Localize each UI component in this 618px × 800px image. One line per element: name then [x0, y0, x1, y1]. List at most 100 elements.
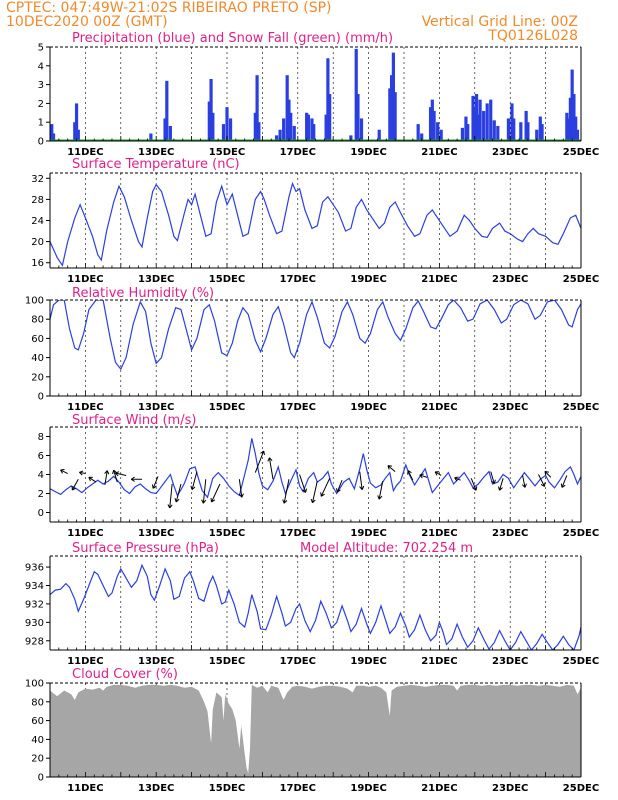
wind-arrow-shaft [283, 479, 290, 504]
precip-bar-4 [76, 129, 80, 141]
wind-arrow-head [88, 477, 91, 482]
wind-arrow-head [175, 498, 180, 503]
cloud-date-label: 23DEC [492, 783, 528, 794]
temperature-ytick-label: 20 [31, 237, 44, 248]
wind-arrow-head [210, 497, 213, 503]
wind-date-label: 25DEC [563, 528, 599, 539]
precip-bar-9 [207, 101, 211, 141]
wind-arrow-21 [336, 480, 343, 493]
wind-arrow-head [454, 476, 459, 479]
header-run-date: 10DEC2020 00Z (GMT) [6, 14, 168, 30]
pressure-series-line [50, 563, 581, 650]
temperature-date-label: 17DEC [280, 274, 316, 285]
precipitation-ytick-label: 2 [38, 99, 44, 110]
pressure-date-label: 21DEC [421, 656, 457, 667]
precip-bar-49 [464, 116, 468, 141]
wind-arrow-34 [544, 470, 552, 478]
wind-arrow-shaft [169, 483, 173, 509]
precip-bar-24 [292, 125, 296, 141]
wind-arrow-19 [310, 481, 318, 504]
humidity-ytick-label: 60 [31, 334, 44, 345]
wind-arrow-8 [151, 476, 159, 489]
wind-arrow-shaft [320, 478, 331, 497]
wind-arrow-shaft [359, 471, 363, 490]
wind-arrow-head [130, 476, 135, 480]
cloud-date-label: 17DEC [280, 783, 316, 794]
wind-arrow-head [191, 486, 196, 491]
cloud-panel: 0 20 40 60 80 100 11DEC 13DEC 15DEC 17DEC 19DEC 21D… [25, 679, 599, 795]
precip-bar-42 [420, 133, 424, 141]
precip-bar-8 [168, 125, 172, 141]
wind-arrow-head [359, 486, 363, 490]
precip-bar-13 [225, 107, 229, 141]
wind-arrow-29 [470, 478, 478, 491]
wind-arrow-28 [454, 476, 461, 482]
wind-arrow-12 [201, 479, 207, 504]
wind-arrow-head [524, 483, 527, 488]
temperature-date-label: 19DEC [350, 274, 386, 285]
pressure-ytick-label: 936 [25, 563, 44, 574]
precip-bar-52 [473, 107, 477, 141]
wind-arrow-10 [174, 483, 182, 503]
wind-arrow-shaft [499, 478, 504, 491]
wind-arrow-11 [190, 471, 198, 491]
humidity-date-label: 19DEC [350, 402, 386, 413]
precip-bar-20 [282, 118, 286, 141]
precip-bar-25 [305, 112, 309, 141]
humidity-series-line [50, 300, 581, 371]
wind-arrow-shaft [104, 470, 108, 486]
wind-arrow-head [544, 470, 549, 473]
wind-arrow-head [201, 499, 204, 504]
temperature-date-label: 13DEC [138, 274, 174, 285]
wind-arrow-head [130, 478, 135, 482]
wind-arrow-head [241, 493, 244, 498]
precip-bar-33 [354, 48, 358, 141]
wind-arrow-shaft [238, 479, 243, 498]
pressure-data [50, 563, 581, 650]
wind-arrow-head [336, 488, 338, 493]
precip-bar-66 [526, 122, 530, 141]
temperature-date-label: 23DEC [492, 274, 528, 285]
wind-arrow-shaft [71, 479, 79, 491]
temperature-ytick-label: 28 [31, 195, 44, 206]
precip-bar-75 [574, 116, 578, 141]
precip-bar-73 [570, 69, 574, 141]
wind-arrow-shaft [60, 469, 68, 474]
precip-bar-5 [149, 133, 153, 141]
wind-arrow-shaft [115, 472, 127, 476]
precip-bar-21 [285, 75, 289, 141]
precip-bar-71 [567, 118, 571, 141]
wind-arrow-head [174, 498, 177, 503]
precip-bar-59 [492, 120, 496, 141]
humidity-date-label: 11DEC [67, 402, 103, 413]
precip-bar-48 [460, 127, 465, 141]
wind-arrow-6 [114, 471, 127, 477]
wind-arrow-head [305, 488, 308, 493]
precip-bar-43 [428, 107, 433, 141]
precip-bar-72 [568, 97, 572, 141]
wind-arrow-head [211, 499, 216, 503]
wind-arrow-head [238, 493, 243, 498]
wind-date-label: 23DEC [492, 528, 528, 539]
wind-date-label: 17DEC [280, 528, 316, 539]
wind-arrow-head [115, 471, 120, 474]
precip-bar-64 [519, 122, 523, 141]
wind-arrow-18 [299, 474, 308, 493]
precipitation-date-label: 17DEC [280, 147, 316, 158]
wind-arrow-7 [130, 476, 143, 482]
wind-arrow-shaft [490, 471, 495, 484]
precip-bar-31 [328, 94, 332, 141]
pressure-ytick-label: 930 [25, 618, 44, 629]
wind-arrow-shaft [88, 476, 97, 483]
precipitation-date-label: 11DEC [67, 147, 103, 158]
temperature-date-label: 11DEC [67, 274, 103, 285]
wind-arrow-30 [490, 471, 496, 485]
wind-arrow-head [497, 486, 501, 491]
humidity-ytick-label: 0 [38, 392, 44, 403]
wind-arrow-head [312, 499, 316, 504]
cloud-ytick-label: 40 [31, 735, 44, 746]
wind-arrow-head [269, 457, 273, 461]
humidity-date-label: 13DEC [138, 402, 174, 413]
precip-bar-44 [430, 99, 434, 141]
